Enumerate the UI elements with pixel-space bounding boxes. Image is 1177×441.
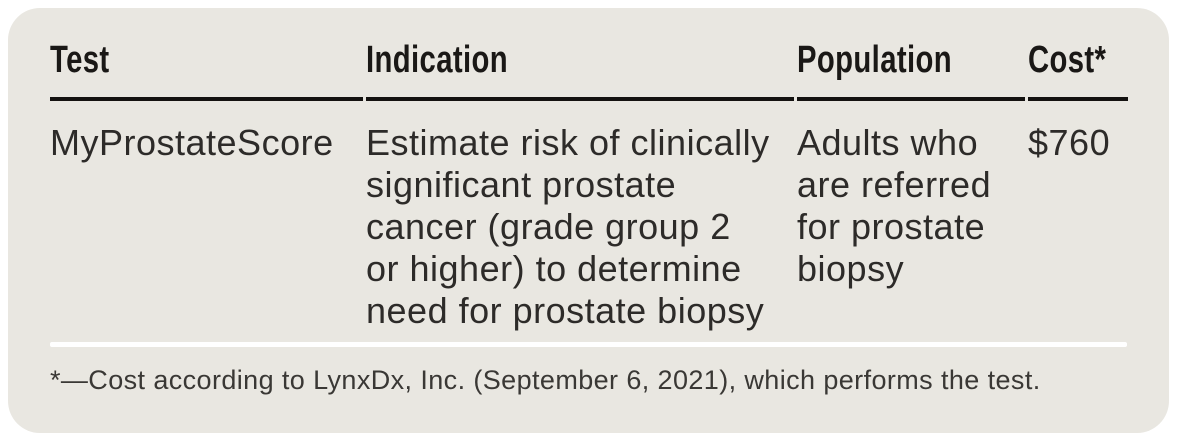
column-header-test-label: Test bbox=[50, 39, 110, 81]
table-footnote: *—Cost according to LynxDx, Inc. (Septem… bbox=[50, 365, 1041, 395]
cell-population: Adults who are referred for prostate bio… bbox=[797, 122, 992, 289]
footnote-divider bbox=[50, 342, 1127, 347]
table-card: Test Indication Population Cost* MyProst… bbox=[8, 8, 1169, 433]
column-header-cost: Cost* bbox=[1028, 38, 1128, 101]
cell-indication: Estimate risk of clinically significant … bbox=[366, 122, 770, 331]
column-header-cost-label: Cost* bbox=[1028, 39, 1107, 81]
column-header-population: Population bbox=[797, 38, 1025, 101]
column-header-indication-label: Indication bbox=[366, 39, 509, 81]
cell-cost: $760 bbox=[1028, 122, 1111, 163]
cell-test-name: MyProstateScore bbox=[50, 122, 334, 163]
cost-table: Test Indication Population Cost* MyProst… bbox=[50, 38, 1136, 332]
column-header-population-label: Population bbox=[797, 39, 953, 81]
column-header-indication: Indication bbox=[366, 38, 794, 101]
column-header-test: Test bbox=[50, 38, 363, 101]
